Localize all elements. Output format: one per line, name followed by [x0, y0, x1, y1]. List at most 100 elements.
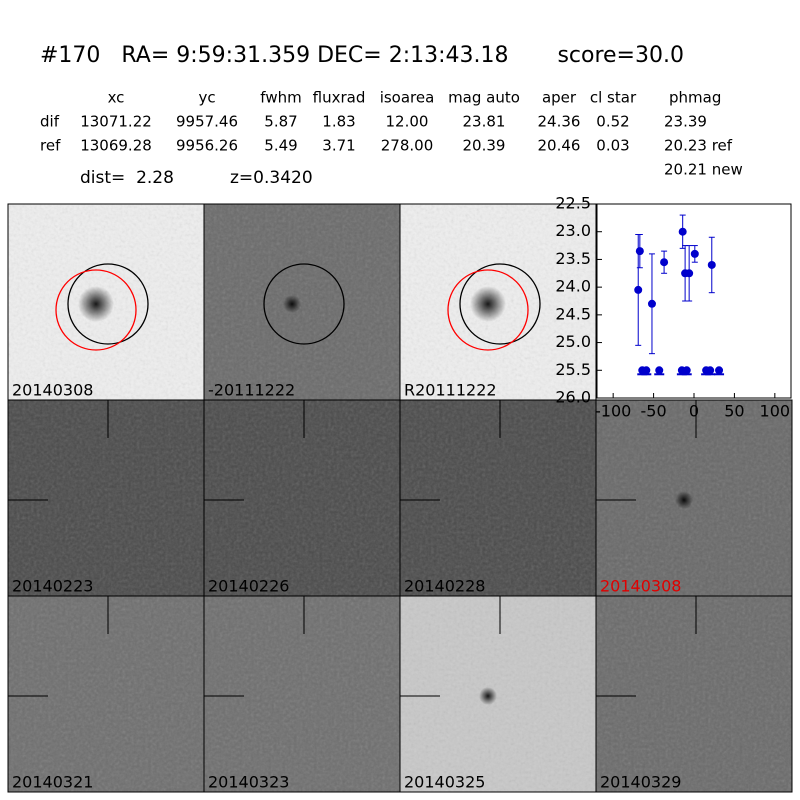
plot-area: [596, 203, 792, 399]
stamp: 20140228: [399, 399, 597, 597]
column-header: cl star: [590, 89, 637, 107]
title: #170 RA= 9:59:31.359 DEC= 2:13:43.18 sco…: [40, 43, 684, 68]
stamp-label: -20111222: [208, 381, 295, 400]
column-header: aper: [542, 89, 577, 107]
stamp-label: 20140223: [12, 577, 93, 596]
column-header: xc: [108, 89, 125, 107]
source: [479, 687, 497, 705]
point: [715, 366, 724, 375]
stamp-noise: [8, 596, 204, 792]
point: [655, 366, 664, 375]
column-header: isoarea: [380, 89, 435, 107]
dist: dist= 2.28: [80, 168, 174, 188]
cell: 23.81: [463, 113, 506, 131]
stamp-label: 20140323: [208, 773, 289, 792]
point: [707, 260, 716, 269]
cell: 5.87: [264, 113, 297, 131]
source: [283, 295, 301, 313]
cell: 24.36: [538, 113, 581, 131]
y-tick-label: 25.0: [555, 332, 591, 351]
column-header: phmag: [669, 89, 721, 107]
stamp-noise: [596, 400, 792, 596]
x-tick-label: -50: [641, 402, 667, 421]
point: [682, 366, 691, 375]
cell: 20.23 ref: [664, 137, 733, 155]
stamp-noise: [204, 204, 400, 400]
x-tick-label: -100: [595, 402, 631, 421]
cell: 0.52: [596, 113, 629, 131]
cell: 12.00: [386, 113, 429, 131]
stamp-noise: [400, 596, 596, 792]
point: [634, 285, 643, 294]
stamp-label: 20140228: [404, 577, 485, 596]
x-tick-label: 0: [689, 402, 699, 421]
stamp: 20140321: [7, 595, 205, 793]
stamp-label: 20140329: [600, 773, 681, 792]
point: [642, 366, 651, 375]
cell: 23.39: [664, 113, 707, 131]
column-header: fwhm: [260, 89, 301, 107]
cell: 278.00: [381, 137, 434, 155]
cell: 9956.26: [176, 137, 238, 155]
cell: 13071.22: [80, 113, 152, 131]
y-tick-label: 24.5: [555, 304, 591, 323]
stamp-label: 20140226: [208, 577, 289, 596]
stamp: 20140325: [399, 595, 597, 793]
cell: 5.49: [264, 137, 297, 155]
aperture: [459, 263, 541, 345]
y-tick-label: 23.5: [555, 249, 591, 268]
stamp-label: 20140308: [600, 577, 681, 596]
cell: 20.46: [538, 137, 581, 155]
point: [678, 227, 687, 236]
cell: 0.03: [596, 137, 629, 155]
stamp: 20140308: [7, 203, 205, 401]
row-label: dif: [40, 113, 60, 131]
aperture: [67, 263, 149, 345]
point: [660, 258, 669, 267]
stamp: 20140226: [203, 399, 401, 597]
point: [706, 366, 715, 375]
point: [635, 247, 644, 256]
stamp-label: R20111222: [404, 381, 497, 400]
source: [470, 286, 506, 322]
y-tick-label: 24.0: [555, 277, 591, 296]
stamp: 20140308: [595, 399, 793, 597]
y-tick-label: 23.0: [555, 221, 591, 240]
point: [690, 249, 699, 258]
stamp-noise: [204, 400, 400, 596]
column-header: mag auto: [448, 89, 520, 107]
y-tick-label: 26.0: [555, 388, 591, 407]
stamp-frame: [595, 595, 793, 793]
cell: 20.39: [463, 137, 506, 155]
stamp: R20111222: [399, 203, 597, 401]
aperture: [263, 263, 345, 345]
stamp-label: 20140321: [12, 773, 93, 792]
cell: 9957.46: [176, 113, 238, 131]
column-header: fluxrad: [313, 89, 366, 107]
y-tick-label: 22.5: [555, 194, 591, 213]
stamp: -20111222: [203, 203, 401, 401]
stamp: 20140323: [203, 595, 401, 793]
source: [675, 491, 693, 509]
x-tick-label: 50: [724, 402, 744, 421]
cell: 13069.28: [80, 137, 152, 155]
phmag-new: 20.21 new: [664, 161, 743, 179]
row-label: ref: [40, 137, 61, 155]
stamp-noise: [8, 400, 204, 596]
x-tick-label: 100: [760, 402, 791, 421]
stamp-noise: [204, 596, 400, 792]
point: [647, 299, 656, 308]
y-tick-label: 25.5: [555, 360, 591, 379]
redshift: z=0.3420: [230, 168, 313, 188]
stamp-noise: [596, 596, 792, 792]
cell: 3.71: [322, 137, 355, 155]
point: [685, 269, 694, 278]
source: [78, 286, 114, 322]
column-header: yc: [198, 89, 215, 107]
stamp: 20140223: [7, 399, 205, 597]
aperture: [447, 269, 529, 351]
stamp-noise: [400, 400, 596, 596]
aperture: [55, 269, 137, 351]
stamp-label: 20140325: [404, 773, 485, 792]
stamp: 20140329: [595, 595, 793, 793]
